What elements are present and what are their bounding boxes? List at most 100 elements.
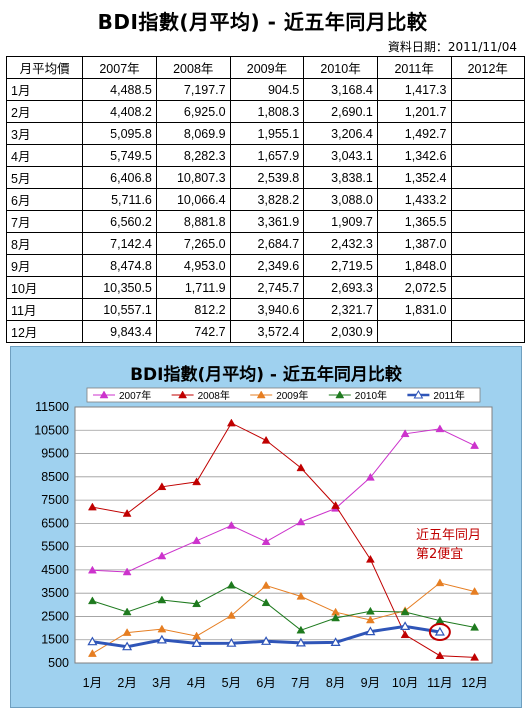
month-cell: 10月 <box>5 276 84 299</box>
value-cell: 1,657.9 <box>229 144 305 167</box>
value-cell: 8,881.8 <box>155 210 231 233</box>
table-row: 7月 6,560.2 8,881.8 3,361.9 1,909.7 1,365.5 <box>5 210 525 233</box>
value-cell: 1,365.5 <box>376 210 452 233</box>
data-point <box>470 652 480 661</box>
value-cell: 1,433.2 <box>376 188 452 211</box>
value-cell: 10,557.1 <box>82 298 157 321</box>
value-cell <box>450 210 525 233</box>
legend-marker <box>256 390 266 399</box>
data-point <box>470 622 480 631</box>
data-point <box>400 429 410 438</box>
value-cell <box>450 144 525 167</box>
legend-box <box>86 387 481 403</box>
value-cell: 3,828.2 <box>229 188 305 211</box>
value-cell: 1,909.7 <box>303 210 378 233</box>
value-cell: 7,142.4 <box>82 232 157 255</box>
value-cell: 3,206.4 <box>303 122 378 145</box>
value-cell: 3,168.4 <box>303 78 378 101</box>
data-point <box>156 634 167 644</box>
value-cell: 8,069.9 <box>155 122 231 145</box>
value-cell: 2,745.7 <box>229 276 305 299</box>
column-header: 2007年 <box>82 56 157 79</box>
data-point <box>435 578 445 587</box>
data-point <box>295 637 306 647</box>
table-row: 2月 4,408.2 6,925.0 1,808.3 2,690.1 1,201.7 <box>5 100 525 123</box>
value-cell <box>450 100 525 123</box>
table-row: 6月 5,711.6 10,066.4 3,828.2 3,088.0 1,433.2 <box>5 188 525 211</box>
data-point <box>122 628 132 636</box>
value-cell: 10,807.3 <box>155 166 231 189</box>
value-cell: 4,408.2 <box>82 100 157 123</box>
value-cell <box>450 232 525 255</box>
plot-area <box>74 406 493 664</box>
table-row: 1月 4,488.5 7,197.7 904.5 3,168.4 1,417.3 <box>5 78 525 101</box>
chart-panel: BDI指數(月平均) - 近五年同月比較 500 1500 2500 3500 4500 5… <box>10 346 522 708</box>
data-point <box>330 637 341 646</box>
value-cell: 5,095.8 <box>82 122 157 145</box>
value-cell: 1,417.3 <box>376 78 452 101</box>
data-point <box>226 610 236 619</box>
value-cell: 812.2 <box>155 298 231 321</box>
value-cell: 6,560.2 <box>82 210 157 233</box>
value-cell: 4,953.0 <box>155 254 231 277</box>
data-point <box>122 508 132 517</box>
legend-marker <box>178 390 188 399</box>
legend-label: 2010年 <box>355 389 387 402</box>
month-cell: 5月 <box>5 166 84 189</box>
value-cell: 8,282.3 <box>155 144 231 167</box>
x-tick-label: 6月 <box>256 676 275 690</box>
data-point <box>122 567 132 576</box>
data-point <box>365 606 375 615</box>
data-point <box>87 649 97 657</box>
table-corner-header: 月平均價 <box>5 56 84 79</box>
value-cell: 2,690.1 <box>303 100 378 123</box>
value-cell: 3,088.0 <box>303 188 378 211</box>
data-point <box>192 599 202 608</box>
value-cell: 10,350.5 <box>82 276 157 299</box>
data-point <box>157 482 167 491</box>
highlight-circle <box>428 623 451 642</box>
month-cell: 9月 <box>5 254 84 277</box>
y-tick-label: 4500 <box>41 563 69 577</box>
value-cell: 3,361.9 <box>229 210 305 233</box>
data-point <box>122 607 132 616</box>
month-cell: 4月 <box>5 144 84 167</box>
y-tick-label: 9500 <box>41 447 69 461</box>
value-cell <box>450 122 525 145</box>
data-point <box>87 565 97 574</box>
data-point <box>296 591 306 600</box>
data-point <box>261 435 271 444</box>
bdi-line-chart: BDI指數(月平均) - 近五年同月比較 500 1500 2500 3500 4500 5… <box>34 364 493 690</box>
value-cell: 9,843.4 <box>82 320 157 343</box>
data-point <box>365 615 375 624</box>
x-tick-label: 7月 <box>291 676 310 690</box>
table-header-row: 月平均價 2007年 2008年 2009年 2010年 2011年 2012年 <box>5 56 525 79</box>
x-tick-label: 2月 <box>117 676 136 690</box>
month-cell: 1月 <box>5 78 84 101</box>
data-point <box>87 636 98 646</box>
value-cell <box>450 298 525 321</box>
value-cell: 2,321.7 <box>303 298 378 321</box>
value-cell: 2,432.3 <box>303 232 378 255</box>
data-point <box>87 596 97 605</box>
data-point <box>261 580 271 589</box>
y-tick-label: 10500 <box>34 423 69 437</box>
value-cell <box>450 320 525 343</box>
value-cell: 1,808.3 <box>229 100 305 123</box>
value-cell: 10,066.4 <box>155 188 231 211</box>
value-cell: 1,955.1 <box>229 122 305 145</box>
data-point <box>296 463 306 472</box>
data-point <box>296 517 306 526</box>
data-point <box>435 424 445 433</box>
legend-label: 2008年 <box>198 389 230 402</box>
column-header: 2012年 <box>450 56 525 79</box>
annotation-text: 第2便宜 <box>416 547 463 562</box>
data-point <box>365 626 376 636</box>
value-cell: 1,831.0 <box>376 298 452 321</box>
month-cell: 11月 <box>5 298 84 321</box>
value-cell <box>450 78 525 101</box>
data-point <box>470 586 480 595</box>
legend-label: 2007年 <box>119 389 151 402</box>
value-cell: 7,265.0 <box>155 232 231 255</box>
value-cell: 2,539.8 <box>229 166 305 189</box>
